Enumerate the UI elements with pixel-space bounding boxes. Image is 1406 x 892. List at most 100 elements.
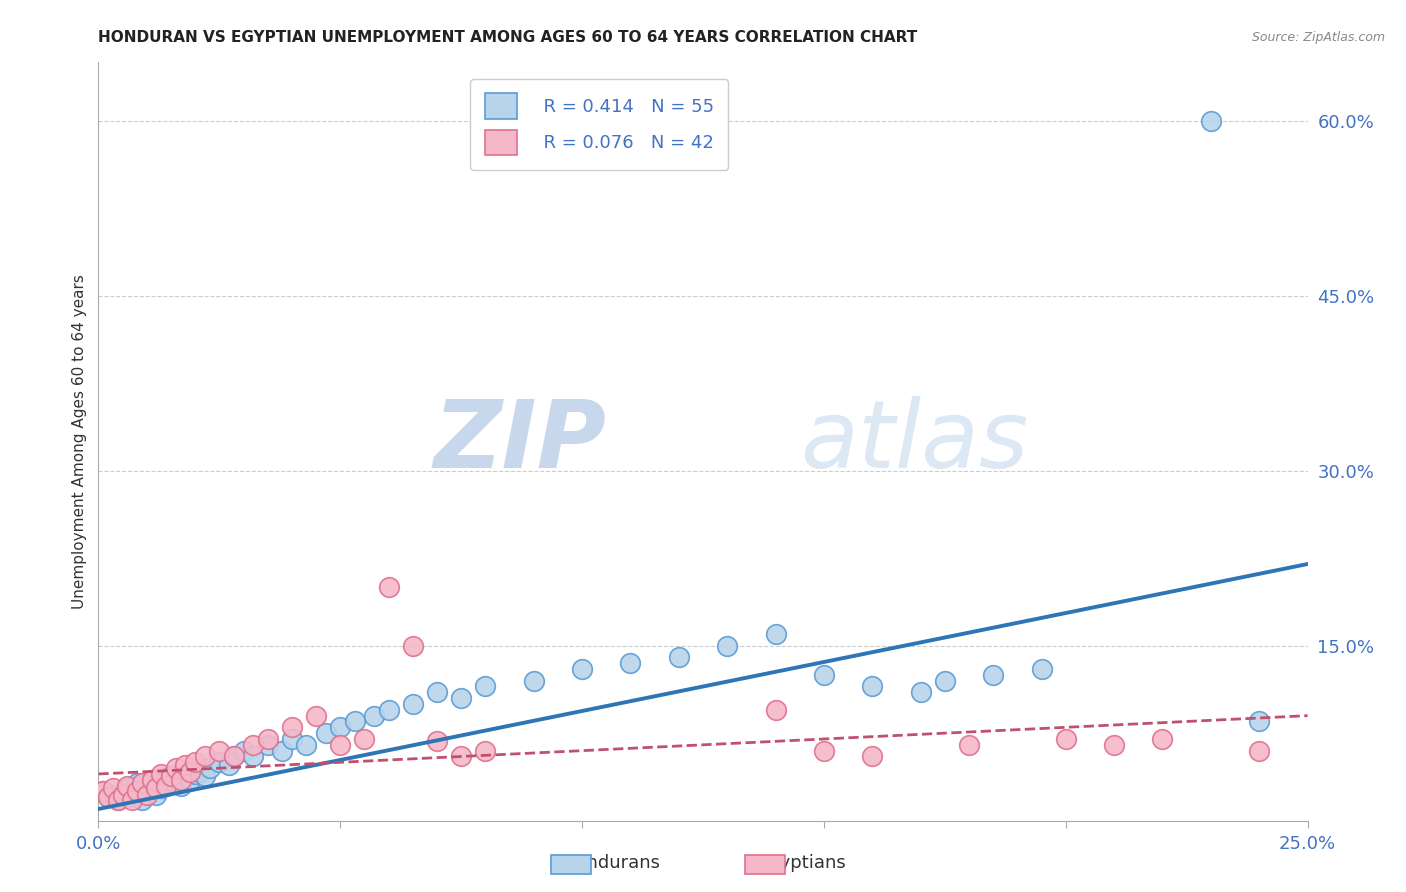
Point: [402, 639, 425, 653]
Point: [1249, 744, 1271, 758]
Point: [160, 769, 183, 783]
Point: [765, 627, 787, 641]
Point: [107, 792, 129, 806]
Point: [91, 784, 114, 798]
Point: [165, 776, 187, 790]
Point: [150, 780, 173, 795]
Point: [1054, 731, 1077, 746]
Point: [184, 767, 207, 781]
Point: [295, 738, 318, 752]
Point: [765, 703, 787, 717]
Legend:   R = 0.414   N = 55,   R = 0.076   N = 42: R = 0.414 N = 55, R = 0.076 N = 42: [470, 79, 728, 169]
Point: [141, 779, 163, 793]
Text: Source: ZipAtlas.com: Source: ZipAtlas.com: [1251, 31, 1385, 45]
Point: [242, 749, 264, 764]
Point: [194, 749, 217, 764]
Text: ZIP: ZIP: [433, 395, 606, 488]
Y-axis label: Unemployment Among Ages 60 to 64 years: Unemployment Among Ages 60 to 64 years: [72, 274, 87, 609]
Point: [1102, 738, 1125, 752]
Point: [208, 744, 231, 758]
Text: Egyptians: Egyptians: [756, 855, 846, 872]
Point: [117, 780, 139, 795]
Point: [232, 744, 254, 758]
Point: [155, 772, 177, 787]
Point: [271, 744, 294, 758]
Point: [1152, 731, 1174, 746]
Point: [353, 731, 375, 746]
Point: [860, 749, 883, 764]
Point: [315, 726, 337, 740]
Point: [1249, 714, 1271, 729]
Point: [305, 708, 328, 723]
Point: [281, 720, 304, 734]
Point: [571, 662, 593, 676]
Point: [1031, 662, 1053, 676]
Point: [141, 772, 163, 787]
Point: [127, 784, 149, 798]
Text: Hondurans: Hondurans: [562, 855, 661, 872]
Point: [198, 761, 221, 775]
Point: [121, 790, 143, 805]
Point: [242, 738, 264, 752]
Point: [450, 691, 472, 706]
Point: [91, 784, 114, 798]
Point: [377, 703, 399, 717]
Point: [281, 731, 304, 746]
Point: [179, 772, 201, 787]
Point: [222, 749, 245, 764]
Point: [813, 668, 835, 682]
Point: [188, 764, 211, 779]
Point: [860, 680, 883, 694]
Point: [256, 731, 278, 746]
Point: [222, 749, 245, 764]
Point: [450, 749, 472, 764]
Point: [97, 790, 120, 805]
Point: [174, 757, 197, 772]
Text: HONDURAN VS EGYPTIAN UNEMPLOYMENT AMONG AGES 60 TO 64 YEARS CORRELATION CHART: HONDURAN VS EGYPTIAN UNEMPLOYMENT AMONG …: [98, 29, 918, 45]
Point: [174, 769, 197, 783]
Point: [329, 738, 352, 752]
Point: [426, 734, 449, 748]
Point: [813, 744, 835, 758]
Point: [1199, 113, 1222, 128]
Point: [474, 680, 496, 694]
Point: [619, 656, 641, 670]
Point: [101, 788, 124, 802]
Point: [165, 761, 187, 775]
Point: [160, 769, 183, 783]
Point: [716, 639, 738, 653]
Point: [145, 788, 167, 802]
Point: [131, 792, 153, 806]
Point: [97, 790, 120, 805]
Point: [184, 756, 207, 770]
Text: atlas: atlas: [800, 396, 1028, 487]
Point: [343, 714, 366, 729]
Point: [981, 668, 1004, 682]
Point: [145, 780, 167, 795]
Point: [957, 738, 980, 752]
Point: [194, 769, 217, 783]
Point: [155, 779, 177, 793]
Point: [121, 792, 143, 806]
Point: [668, 650, 690, 665]
Point: [377, 580, 399, 594]
Point: [363, 708, 385, 723]
Point: [426, 685, 449, 699]
Point: [208, 756, 231, 770]
Point: [101, 780, 124, 795]
Point: [127, 776, 149, 790]
Point: [135, 788, 157, 802]
Point: [256, 738, 278, 752]
Point: [117, 779, 139, 793]
Point: [150, 767, 173, 781]
Point: [910, 685, 932, 699]
Point: [135, 784, 157, 798]
Point: [107, 792, 129, 806]
Point: [402, 697, 425, 711]
Point: [934, 673, 956, 688]
Point: [169, 772, 191, 787]
Point: [179, 764, 201, 779]
Point: [218, 757, 240, 772]
Point: [474, 744, 496, 758]
Point: [523, 673, 546, 688]
